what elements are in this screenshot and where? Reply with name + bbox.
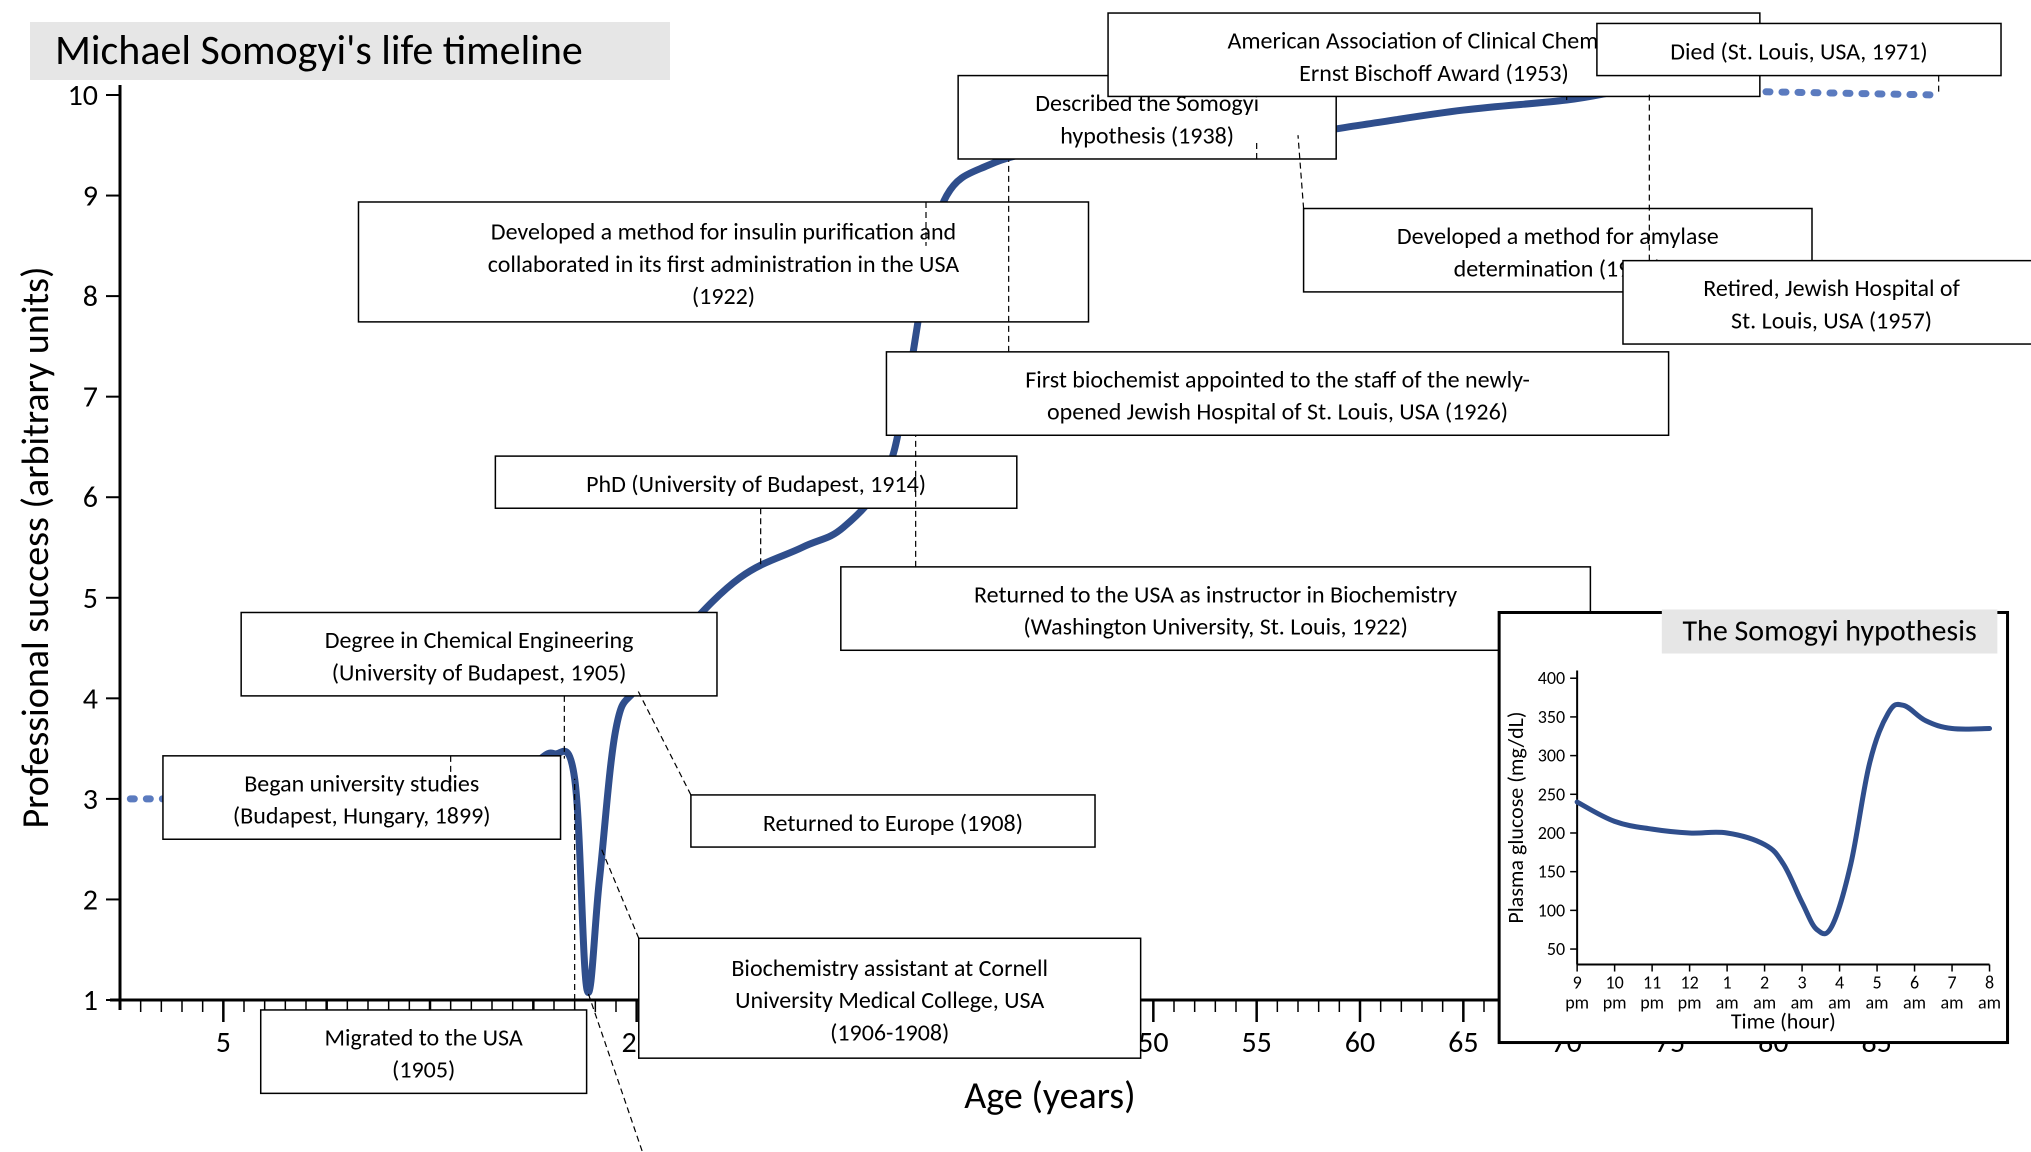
event-text: (University of Budapest, 1905) [332, 658, 627, 687]
chart-title: Michael Somogyi's life timeline [55, 25, 583, 76]
inset-x-tick-sub: am [1903, 992, 1926, 1014]
event-text: Returned to the USA as instructor in Bio… [974, 580, 1457, 609]
inset-x-tick: 2 [1760, 972, 1769, 994]
x-tick-label: 55 [1241, 1024, 1271, 1061]
x-tick-label: 65 [1448, 1024, 1478, 1061]
y-tick-label: 10 [68, 77, 98, 114]
event-text: (1922) [692, 282, 755, 311]
inset-y-tick: 400 [1538, 667, 1565, 689]
event-text: American Association of Clinical Chemist… [1227, 27, 1640, 56]
event-text: Returned to Europe (1908) [763, 809, 1023, 838]
inset-x-tick: 9 [1573, 972, 1582, 994]
inset-y-tick: 350 [1538, 706, 1565, 728]
inset-x-tick: 12 [1680, 972, 1698, 994]
x-tick-label: 60 [1345, 1024, 1375, 1061]
event-text: First biochemist appointed to the staff … [1025, 365, 1530, 394]
inset-y-tick: 250 [1538, 783, 1565, 805]
inset-x-tick-sub: am [1866, 992, 1889, 1014]
inset-y-tick: 200 [1538, 822, 1565, 844]
inset-x-tick-sub: pm [1678, 992, 1702, 1014]
event-text: PhD (University of Budapest, 1914) [586, 470, 926, 499]
event-text: hypothesis (1938) [1060, 121, 1234, 150]
x-tick-label: 50 [1138, 1024, 1168, 1061]
inset-x-tick: 5 [1872, 972, 1881, 994]
event-text: (1906-1908) [830, 1018, 949, 1047]
inset-x-tick: 1 [1723, 972, 1732, 994]
event-text: St. Louis, USA (1957) [1731, 306, 1932, 335]
y-tick-label: 1 [83, 982, 98, 1019]
y-axis-label: Professional success (arbitrary units) [13, 266, 59, 828]
inset-x-tick-sub: am [1941, 992, 1964, 1014]
y-tick-label: 5 [83, 580, 98, 617]
event-text: Developed a method for amylase [1397, 222, 1719, 251]
y-tick-label: 8 [83, 278, 98, 315]
event-text: Biochemistry assistant at Cornell [731, 954, 1048, 983]
inset-x-tick: 8 [1985, 972, 1994, 994]
inset-y-tick: 150 [1538, 861, 1565, 883]
inset-title: The Somogyi hypothesis [1682, 612, 1976, 649]
y-tick-label: 9 [83, 178, 98, 215]
inset-x-tick-sub: pm [1565, 992, 1589, 1014]
inset-x-tick-sub: am [1978, 992, 2001, 1014]
inset-y-tick: 300 [1538, 745, 1565, 767]
inset-y-tick: 100 [1538, 899, 1565, 921]
y-tick-label: 6 [83, 479, 98, 516]
event-text: Ernst Bischoff Award (1953) [1299, 59, 1569, 88]
inset-x-tick: 10 [1605, 972, 1623, 994]
event-text: Retired, Jewish Hospital of [1703, 274, 1960, 303]
inset-x-tick: 3 [1798, 972, 1807, 994]
y-tick-label: 7 [83, 379, 98, 416]
inset-x-label: Time (hour) [1731, 1008, 1836, 1035]
inset-x-tick: 4 [1835, 972, 1844, 994]
event-text: collaborated in its first administration… [488, 250, 960, 279]
event-text: University Medical College, USA [735, 986, 1044, 1015]
inset-y-tick: 50 [1547, 938, 1565, 960]
event-text: (Washington University, St. Louis, 1922) [1023, 613, 1408, 642]
inset-x-tick-sub: pm [1640, 992, 1664, 1014]
inset-y-label: Plasma glucose (mg/dL) [1502, 711, 1529, 923]
leader-line [602, 849, 639, 938]
event-text: Migrated to the USA [325, 1024, 523, 1053]
event-text: Developed a method for insulin purificat… [491, 218, 956, 247]
inset-x-tick: 11 [1643, 972, 1661, 994]
y-tick-label: 4 [83, 680, 98, 717]
x-axis-label: Age (years) [964, 1073, 1135, 1119]
y-tick-label: 2 [83, 881, 98, 918]
x-tick-label: 5 [216, 1024, 231, 1061]
inset-chart: The Somogyi hypothesis 50 100 150 200 250 300 3… [1499, 609, 2007, 1042]
event-text: Died (St. Louis, USA, 1971) [1670, 37, 1927, 66]
inset-x-tick: 7 [1947, 972, 1956, 994]
event-text: (1905) [392, 1056, 455, 1085]
y-tick-label: 3 [83, 781, 98, 818]
event-text: Began university studies [244, 769, 479, 798]
event-text: (Budapest, Hungary, 1899) [233, 802, 491, 831]
inset-x-tick: 6 [1910, 972, 1919, 994]
leader-line [637, 688, 691, 795]
event-text: opened Jewish Hospital of St. Louis, USA… [1047, 398, 1508, 427]
event-text: Degree in Chemical Engineering [325, 626, 634, 655]
inset-x-tick-sub: pm [1603, 992, 1627, 1014]
